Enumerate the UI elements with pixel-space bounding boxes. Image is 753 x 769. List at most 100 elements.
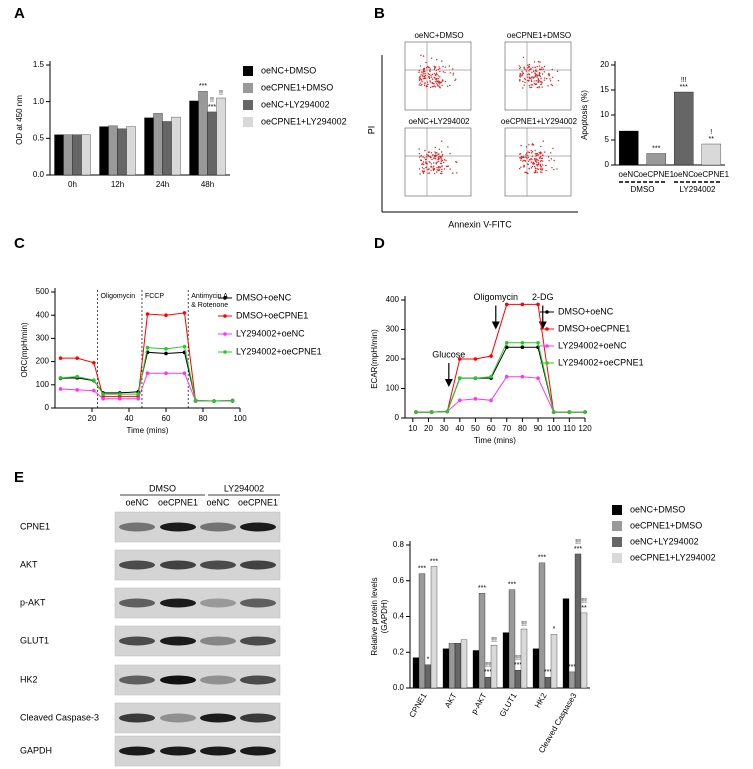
- flow-dot: [530, 152, 533, 154]
- flow-dot: [532, 162, 534, 165]
- flow-dot: [451, 68, 454, 70]
- y-tick-label: 20: [600, 60, 609, 69]
- flow-dot: [442, 65, 444, 68]
- flow-dot: [550, 158, 553, 160]
- blot-group: DMSO: [149, 483, 176, 493]
- data-point: [101, 396, 105, 401]
- legend-swatch: [612, 553, 622, 563]
- flow-dot: [534, 149, 536, 152]
- bar: [430, 566, 438, 689]
- flow-dot: [536, 86, 539, 89]
- flow-dot: [523, 159, 525, 162]
- flow-dot: [425, 61, 427, 64]
- flow-dot: [541, 164, 544, 166]
- marker-label: Oligomycin: [474, 292, 519, 302]
- flow-dot: [438, 155, 440, 158]
- flow-dot: [537, 75, 539, 77]
- flow-dot: [549, 80, 552, 82]
- flow-dot: [531, 151, 534, 153]
- flow-dot: [442, 71, 444, 73]
- legend-dot: [223, 314, 227, 318]
- flow-dot: [427, 155, 430, 157]
- bar: [618, 130, 639, 166]
- flow-dot: [556, 70, 559, 73]
- flow-dot: [440, 160, 443, 162]
- legend-label: DMSO+oeCPNE1: [558, 323, 630, 333]
- flow-dot: [427, 66, 430, 69]
- bar: [454, 643, 462, 689]
- flow-dot: [522, 56, 525, 59]
- flow-dot: [536, 168, 539, 170]
- legend-swatch: [612, 537, 622, 547]
- flow-dot: [535, 161, 538, 163]
- flow-dot: [529, 86, 531, 89]
- y-tick-label: 0.0: [393, 683, 405, 692]
- flow-dot: [530, 161, 533, 163]
- data-point: [457, 357, 462, 361]
- flow-dot: [439, 87, 441, 89]
- bar: [568, 671, 576, 689]
- flow-dot: [519, 75, 521, 77]
- flow-dot: [437, 160, 440, 163]
- flow-dot: [431, 158, 433, 161]
- flow-dot: [553, 159, 555, 162]
- flow-dot: [535, 158, 537, 160]
- flow-dot: [531, 84, 534, 86]
- flow-dot: [544, 77, 546, 79]
- marker-label: 2-DG: [532, 292, 554, 302]
- flow-dot: [427, 83, 429, 86]
- data-point: [145, 312, 150, 316]
- flow-dot: [537, 81, 539, 83]
- flow-dot: [524, 81, 526, 84]
- blot-band: [119, 522, 155, 532]
- flow-dot: [422, 55, 425, 57]
- legend-swatch: [243, 83, 253, 93]
- flow-dot: [524, 78, 526, 81]
- flow-dot: [418, 78, 421, 80]
- flow-dot: [436, 161, 438, 163]
- flow-dot: [436, 166, 438, 169]
- arrow-head: [491, 321, 500, 330]
- flow-dot: [530, 86, 533, 88]
- flow-dot: [519, 73, 521, 75]
- flow-dot: [441, 140, 443, 142]
- flow-dot: [527, 151, 529, 153]
- flow-dot: [431, 73, 434, 76]
- y-axis-label: ORC(mpH/min): [20, 322, 29, 377]
- flow-dot: [524, 171, 526, 173]
- series-line: [415, 342, 585, 413]
- significance-label: !!!: [681, 77, 687, 84]
- flow-dot: [439, 166, 441, 169]
- flow-dot: [527, 73, 530, 75]
- flow-dot: [538, 80, 540, 82]
- bar: [442, 648, 450, 689]
- flow-dot: [441, 153, 444, 156]
- blot-protein: HK2: [20, 674, 38, 684]
- flow-dot: [538, 157, 541, 159]
- flow-dot: [437, 85, 439, 87]
- flow-dot: [530, 79, 533, 81]
- legend-dot: [223, 350, 227, 354]
- blot-lane: oeCPNE1: [238, 497, 278, 507]
- flow-dot: [441, 84, 443, 87]
- flow-dot: [530, 157, 532, 160]
- x-tick-label: 110: [563, 424, 576, 433]
- flow-dot: [541, 73, 544, 75]
- flow-dot: [423, 170, 425, 172]
- bar: [472, 650, 480, 689]
- flow-dot: [533, 76, 535, 79]
- blot-band: [240, 746, 276, 756]
- legend-label: DMSO+oeNC: [236, 292, 292, 302]
- blot-band: [200, 560, 236, 570]
- bar: [198, 91, 208, 176]
- data-point: [92, 388, 96, 393]
- y-axis-label: Apoptosis (%): [580, 90, 589, 140]
- bar: [701, 143, 722, 166]
- flow-dot: [537, 159, 539, 162]
- bar: [490, 644, 498, 689]
- panel-letter: B: [374, 5, 385, 22]
- bar: [478, 593, 486, 689]
- flow-dot: [438, 153, 440, 155]
- flow-dot: [528, 79, 530, 81]
- flow-dot: [448, 65, 450, 67]
